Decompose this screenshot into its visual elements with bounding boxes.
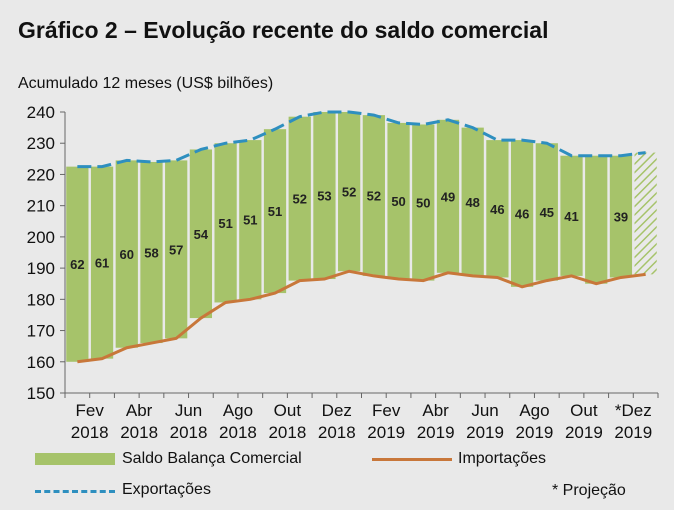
legend-swatch-importacoes <box>372 458 452 461</box>
bar <box>90 166 114 359</box>
importacoes-line <box>77 269 646 364</box>
x-tick-label-month: Jun <box>175 401 202 420</box>
bar-data-label: 52 <box>367 189 381 204</box>
bar <box>387 122 410 280</box>
x-tick-label-month: Fev <box>372 401 401 420</box>
bar <box>362 115 385 276</box>
x-tick-label-year: 2018 <box>170 423 208 442</box>
y-tick-label: 180 <box>27 290 55 309</box>
bar-data-label: 48 <box>465 195 479 210</box>
bar-data-label: 52 <box>292 192 306 207</box>
bar <box>115 160 138 348</box>
bar-data-label: 62 <box>70 257 84 272</box>
bar <box>535 143 558 281</box>
bar <box>239 140 262 300</box>
y-tick-label: 160 <box>27 353 55 372</box>
bar <box>214 143 237 303</box>
bar-group <box>66 112 657 362</box>
bar-data-label: 50 <box>416 196 430 211</box>
footnote-projecao: * Projeção <box>552 482 626 499</box>
chart-subtitle: Acumulado 12 meses (US$ bilhões) <box>18 75 274 92</box>
bar <box>461 127 484 276</box>
legend-label-importacoes: Importações <box>458 450 547 467</box>
line-group <box>77 110 646 364</box>
x-tick-label-month: Dez <box>322 401 352 420</box>
bar <box>436 119 460 273</box>
chart-title: Gráfico 2 – Evolução recente do saldo co… <box>18 17 549 43</box>
legend-swatch-exportacoes <box>35 490 115 493</box>
bar-data-label: 58 <box>144 246 158 261</box>
x-tick-label-year: 2018 <box>219 423 257 442</box>
bar <box>288 116 311 281</box>
bar-data-label: 45 <box>540 205 554 220</box>
bar-data-label: 39 <box>614 210 628 225</box>
bar-data-label: 60 <box>120 247 134 262</box>
x-tick-label-year: 2018 <box>268 423 306 442</box>
bar <box>510 140 534 287</box>
axes-group: 150 160 170 180 190 200 210 220 230 240 Fev 2018 Abr… <box>27 103 659 442</box>
bar <box>165 160 188 339</box>
y-tick-label: 170 <box>27 322 55 341</box>
x-tick-label-month: Ago <box>223 401 253 420</box>
bar-data-label: 61 <box>95 256 109 271</box>
x-tick-label-year: 2019 <box>466 423 504 442</box>
y-tick-label: 240 <box>27 103 55 122</box>
x-tick-label-year: 2019 <box>367 423 405 442</box>
legend-swatch-saldo <box>35 453 115 465</box>
bar <box>609 155 633 278</box>
x-tick-label-month: Abr <box>126 401 153 420</box>
bar-data-label: 54 <box>194 227 209 242</box>
x-tick-label-month: Fev <box>76 401 105 420</box>
bar <box>412 124 435 281</box>
bar-data-label: 51 <box>243 213 257 228</box>
bar-data-label: 52 <box>342 185 356 200</box>
bar <box>189 149 213 319</box>
y-tick-label: 150 <box>27 384 55 403</box>
bar-data-label: 46 <box>490 202 504 217</box>
x-tick-label-month: Abr <box>422 401 449 420</box>
x-tick-label-month: *Dez <box>615 401 652 420</box>
bar-data-label: 57 <box>169 242 183 257</box>
x-tick-label-year: 2019 <box>516 423 554 442</box>
y-tick-label: 200 <box>27 228 55 247</box>
y-tick-label: 210 <box>27 197 55 216</box>
bar <box>263 129 287 294</box>
bar <box>585 155 608 284</box>
bar <box>313 112 336 280</box>
x-tick-label-year: 2019 <box>417 423 455 442</box>
bar <box>140 161 163 344</box>
data-label-group: 62 61 60 58 57 54 51 51 51 52 53 52 52 50 50 49 48 46 46 45… <box>70 185 628 273</box>
x-tick-label-year: 2019 <box>614 423 652 442</box>
y-tick-label: 220 <box>27 165 55 184</box>
x-tick-label-month: Out <box>274 401 302 420</box>
y-tick-label: 190 <box>27 259 55 278</box>
x-tick-label-year: 2018 <box>120 423 158 442</box>
exportacoes-line <box>77 110 646 169</box>
bar-data-label: 46 <box>515 206 529 221</box>
bar-data-label: 49 <box>441 189 455 204</box>
bar <box>66 166 89 362</box>
y-tick-label: 230 <box>27 134 55 153</box>
bar-projected <box>634 152 657 275</box>
bar <box>560 155 583 276</box>
x-tick-label-month: Jun <box>471 401 498 420</box>
bar <box>486 140 509 278</box>
bar-data-label: 51 <box>218 216 232 231</box>
x-tick-label-month: Out <box>570 401 598 420</box>
x-tick-label-year: 2019 <box>565 423 603 442</box>
bar-data-label: 53 <box>317 189 331 204</box>
x-tick-label-year: 2018 <box>71 423 109 442</box>
bar-data-label: 50 <box>391 194 405 209</box>
bar-data-label: 41 <box>564 209 578 224</box>
bar-data-label: 51 <box>268 204 282 219</box>
bar <box>338 112 361 272</box>
x-tick-label-year: 2018 <box>318 423 356 442</box>
x-tick-label-month: Ago <box>519 401 549 420</box>
legend-label-saldo: Saldo Balança Comercial <box>122 450 302 467</box>
legend-label-exportacoes: Exportações <box>122 481 211 498</box>
